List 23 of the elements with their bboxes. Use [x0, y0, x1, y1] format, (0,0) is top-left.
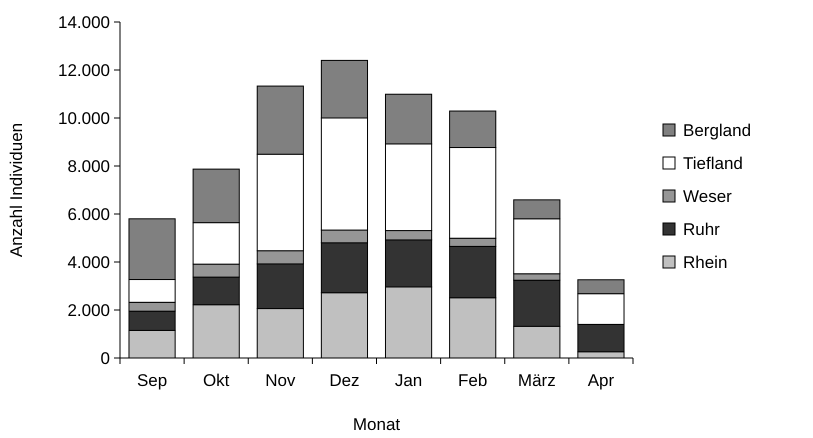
y-tick-label: 10.000 [58, 108, 110, 128]
x-tick-label: Nov [265, 371, 296, 390]
y-tick-label: 12.000 [58, 60, 110, 80]
legend-label: Rhein [683, 252, 728, 272]
x-tick-label: Sep [136, 371, 168, 390]
y-tick-label: 14.000 [58, 12, 110, 32]
legend-label: Ruhr [683, 220, 720, 239]
y-tick-label: 2.000 [67, 300, 110, 320]
x-axis-title: Monat [352, 415, 400, 434]
legend-label: Tiefland [683, 154, 743, 173]
x-tick-label: Apr [588, 371, 614, 390]
x-tick-label: Jan [394, 371, 422, 390]
y-tick-label: 6.000 [67, 204, 110, 224]
x-tick-label: März [518, 371, 556, 390]
x-tick-label: Feb [458, 371, 488, 390]
y-tick-label: 4.000 [67, 252, 110, 272]
legend-label: Weser [683, 186, 732, 206]
x-tick-label: Dez [329, 371, 360, 390]
y-axis-title: Anzahl Individuen [7, 122, 26, 258]
y-tick-label: 0 [100, 348, 110, 368]
legend-label: Bergland [683, 120, 752, 140]
x-tick-label: Okt [202, 371, 230, 390]
y-tick-label: 8.000 [67, 156, 110, 176]
